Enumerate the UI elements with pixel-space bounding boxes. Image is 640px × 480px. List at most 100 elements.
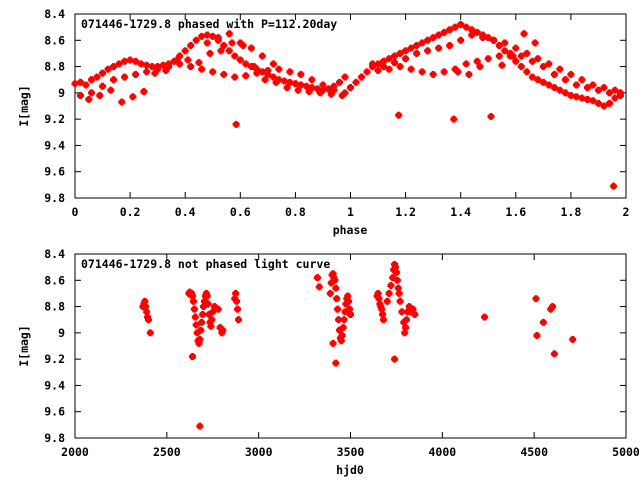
data-point <box>207 322 215 330</box>
data-point <box>451 65 459 73</box>
data-point <box>88 76 96 84</box>
x-tick-label: 0.8 <box>285 205 306 219</box>
data-point <box>199 310 207 318</box>
data-point <box>231 295 239 303</box>
data-point <box>283 84 291 92</box>
data-point <box>501 47 509 55</box>
y-tick-label: 8.4 <box>44 7 65 21</box>
data-point <box>407 65 415 73</box>
data-point <box>264 70 272 78</box>
data-point <box>605 99 613 107</box>
data-point <box>198 32 206 40</box>
data-point <box>143 68 151 76</box>
data-point <box>413 42 421 50</box>
data-point <box>556 65 564 73</box>
data-point <box>611 94 619 102</box>
data-point <box>220 42 228 50</box>
data-point <box>335 316 343 324</box>
data-point <box>315 283 323 291</box>
data-point <box>396 297 404 305</box>
data-point <box>209 68 217 76</box>
data-point <box>539 78 547 86</box>
data-point <box>154 65 162 73</box>
data-point <box>385 289 393 297</box>
data-point <box>209 308 217 316</box>
data-point <box>214 34 222 42</box>
data-point <box>253 69 261 77</box>
data-point <box>297 70 305 78</box>
data-point <box>77 78 85 86</box>
data-point <box>352 78 360 86</box>
data-point <box>96 91 104 99</box>
data-point <box>253 65 261 73</box>
data-point <box>344 292 352 300</box>
data-point <box>411 310 419 318</box>
y-ticks: 8.4 8.6 8.8 9 9.2 9.4 9.6 9.8 <box>44 247 626 445</box>
data-point <box>468 26 476 34</box>
data-point <box>286 68 294 76</box>
y-tick-label: 9.6 <box>44 165 65 179</box>
data-point <box>600 102 608 110</box>
data-point <box>165 63 173 71</box>
data-point <box>118 98 126 106</box>
data-point <box>195 59 203 67</box>
x-axis-label: phase <box>333 223 368 237</box>
data-point <box>481 313 489 321</box>
data-point <box>346 305 354 313</box>
data-point <box>275 65 283 73</box>
x-tick-label: 2000 <box>61 445 89 459</box>
data-point <box>110 63 118 71</box>
data-point <box>391 263 399 271</box>
data-point <box>512 44 520 52</box>
data-point <box>567 70 575 78</box>
y-tick-label: 8.8 <box>44 60 65 74</box>
data-point <box>572 93 580 101</box>
data-point <box>523 49 531 57</box>
x-ticks: 2000 2500 3000 3500 4000 4500 5000 <box>61 254 640 459</box>
data-point <box>539 63 547 71</box>
data-point <box>341 308 349 316</box>
data-point <box>204 300 212 308</box>
data-point <box>369 60 377 68</box>
x-ticks: 0 0.2 0.4 0.6 0.8 1 1.2 1.4 1.6 1.8 2 <box>72 14 629 219</box>
data-point <box>159 61 167 69</box>
data-point <box>454 68 462 76</box>
data-point <box>589 97 597 105</box>
data-point <box>465 70 473 78</box>
data-point <box>520 30 528 38</box>
data-point <box>331 276 339 284</box>
data-point <box>121 73 129 81</box>
data-point <box>294 86 302 94</box>
data-point <box>424 36 432 44</box>
data-point <box>329 339 337 347</box>
data-point <box>435 31 443 39</box>
data-point <box>457 21 465 29</box>
data-point <box>140 88 148 96</box>
data-point <box>446 42 454 50</box>
data-point <box>402 55 410 63</box>
plot-frame <box>74 13 627 199</box>
data-point <box>479 34 487 42</box>
data-point <box>545 60 553 68</box>
y-tick-label: 9.4 <box>44 378 65 392</box>
data-point <box>374 67 382 75</box>
data-point <box>233 297 241 305</box>
data-point <box>380 316 388 324</box>
data-point <box>468 31 476 39</box>
data-point <box>547 305 555 313</box>
data-point <box>589 81 597 89</box>
data-point <box>211 303 219 311</box>
data-point <box>393 276 401 284</box>
data-point <box>327 90 335 98</box>
data-point <box>242 60 250 68</box>
data-point <box>148 63 156 71</box>
data-point <box>395 289 403 297</box>
x-tick-label: 1 <box>347 205 354 219</box>
data-point <box>332 359 340 367</box>
data-point <box>341 89 349 97</box>
data-point <box>261 76 269 84</box>
data-point <box>340 316 348 324</box>
data-point <box>572 81 580 89</box>
data-point <box>206 318 214 326</box>
data-point <box>528 73 536 81</box>
